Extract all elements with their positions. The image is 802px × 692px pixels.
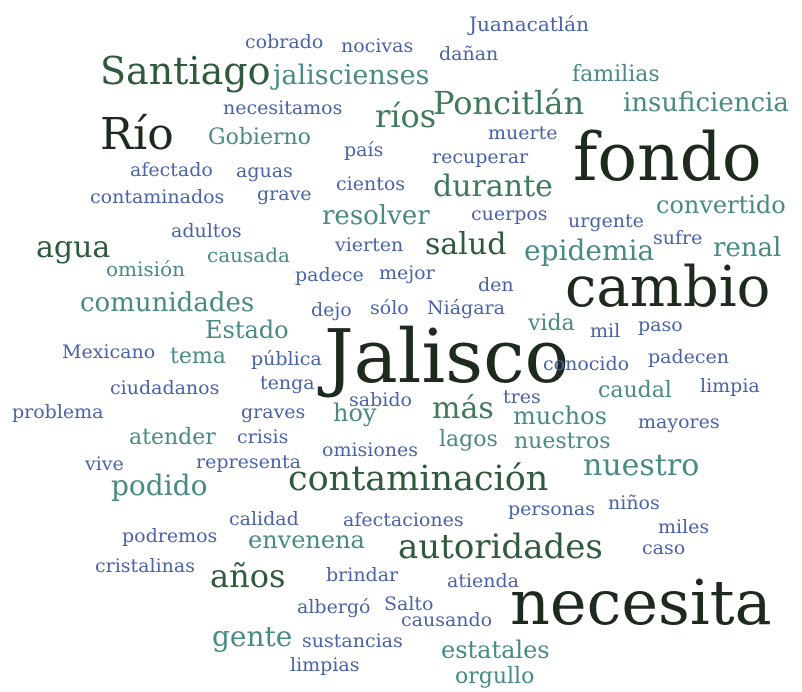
word-poncitlan: Poncitlán: [433, 84, 585, 122]
word-convertido: convertido: [656, 191, 786, 219]
word-personas: personas: [508, 498, 595, 520]
word-tema: tema: [170, 344, 226, 369]
word-conocido: conocido: [543, 353, 630, 375]
word-problema: problema: [12, 401, 104, 423]
word-juanacatlan: Juanacatlán: [469, 12, 589, 36]
word-epidemia: epidemia: [524, 234, 655, 267]
word-publica: pública: [251, 348, 322, 370]
word-rios: ríos: [375, 97, 437, 135]
word-mil: mil: [590, 320, 621, 342]
word-podremos: podremos: [122, 525, 218, 547]
word-mexicano: Mexicano: [62, 341, 156, 363]
word-renal: renal: [713, 233, 782, 263]
word-lagos: lagos: [439, 427, 498, 452]
word-fondo: fondo: [573, 119, 762, 196]
word-albergo: albergó: [297, 596, 371, 618]
word-tenga: tenga: [260, 372, 315, 394]
word-atender: atender: [129, 425, 216, 450]
word-sustancias: sustancias: [302, 630, 403, 652]
word-santiago: Santiago: [100, 49, 271, 93]
word-envenena: envenena: [248, 526, 365, 554]
word-ninos: niños: [608, 492, 660, 514]
word-omision: omisión: [106, 257, 185, 281]
word-gente: gente: [212, 620, 293, 653]
word-nuestro: nuestro: [583, 448, 700, 483]
word-insuficiencia: insuficiencia: [623, 88, 789, 118]
word-representa: representa: [196, 451, 302, 473]
word-agua: agua: [36, 230, 111, 265]
word-resolver: resolver: [322, 201, 430, 231]
word-atienda: atienda: [447, 570, 520, 592]
word-den: den: [478, 274, 514, 296]
word-adultos: adultos: [171, 220, 242, 242]
word-solo: sólo: [370, 297, 409, 319]
word-salto: Salto: [384, 593, 434, 615]
word-ciudadanos: ciudadanos: [110, 377, 220, 399]
word-contaminados: contaminados: [90, 186, 225, 208]
word-paso: paso: [638, 314, 683, 336]
word-causando: causando: [401, 609, 493, 631]
word-causada: causada: [207, 243, 290, 267]
word-estatales: estatales: [441, 636, 550, 664]
word-familias: familias: [572, 62, 660, 87]
word-mejor: mejor: [379, 262, 435, 284]
word-orgullo: orgullo: [455, 664, 535, 689]
word-cobrado: cobrado: [245, 31, 324, 53]
word-vive: vive: [85, 453, 124, 475]
word-cientos: cientos: [336, 173, 406, 195]
word-necesitamos: necesitamos: [223, 97, 343, 119]
word-vida: vida: [528, 311, 575, 336]
word-cristalinas: cristalinas: [95, 555, 195, 577]
word-hoy: hoy: [333, 399, 377, 427]
word-aguas: aguas: [236, 160, 293, 182]
word-autoridades: autoridades: [398, 527, 603, 567]
word-limpias: limpias: [290, 654, 360, 676]
word-jalisco: Jalisco: [324, 314, 570, 400]
word-comunidades: comunidades: [80, 288, 255, 318]
word-padecen: padecen: [648, 346, 730, 368]
word-cuerpos: cuerpos: [471, 203, 548, 225]
word-tres: tres: [503, 386, 541, 408]
word-danan: dañan: [439, 43, 499, 65]
word-nocivas: nocivas: [341, 35, 414, 57]
word-limpia: limpia: [700, 375, 760, 397]
word-gobierno: Gobierno: [208, 125, 311, 150]
word-jaliscienses: jaliscienses: [273, 60, 430, 91]
word-recuperar: recuperar: [432, 146, 529, 168]
word-salud: salud: [425, 227, 507, 262]
word-muchos: muchos: [513, 402, 607, 430]
word-caso: caso: [642, 537, 686, 559]
word-durante: durante: [433, 169, 553, 204]
word-mas: más: [432, 391, 494, 426]
word-necesita: necesita: [510, 566, 772, 639]
word-estado: Estado: [205, 316, 289, 344]
word-miles: miles: [658, 516, 710, 538]
word-rio: Río: [100, 109, 174, 160]
word-omisiones: omisiones: [322, 439, 419, 461]
word-anos: años: [210, 557, 286, 595]
word-niagara: Niágara: [427, 297, 505, 319]
word-mayores: mayores: [638, 411, 720, 433]
word-vierten: vierten: [335, 234, 404, 256]
word-podido: podido: [111, 469, 208, 502]
word-sufre: sufre: [653, 227, 703, 249]
word-caudal: caudal: [598, 378, 672, 403]
word-crisis: crisis: [237, 426, 289, 448]
word-urgente: urgente: [568, 210, 644, 232]
word-padece: padece: [295, 264, 364, 286]
word-graves: graves: [241, 401, 306, 423]
word-brindar: brindar: [326, 564, 399, 586]
word-cambio: cambio: [565, 255, 771, 320]
word-contaminacion: contaminación: [288, 459, 549, 499]
word-nuestros: nuestros: [514, 429, 611, 454]
word-calidad: calidad: [229, 508, 299, 530]
word-sabido: sabido: [349, 389, 412, 411]
word-afectado: afectado: [130, 159, 213, 181]
word-grave: grave: [257, 183, 312, 205]
word-pais: país: [344, 139, 384, 161]
word-dejo: dejo: [311, 299, 352, 321]
word-afectaciones: afectaciones: [343, 509, 464, 531]
word-muerte: muerte: [488, 122, 558, 144]
